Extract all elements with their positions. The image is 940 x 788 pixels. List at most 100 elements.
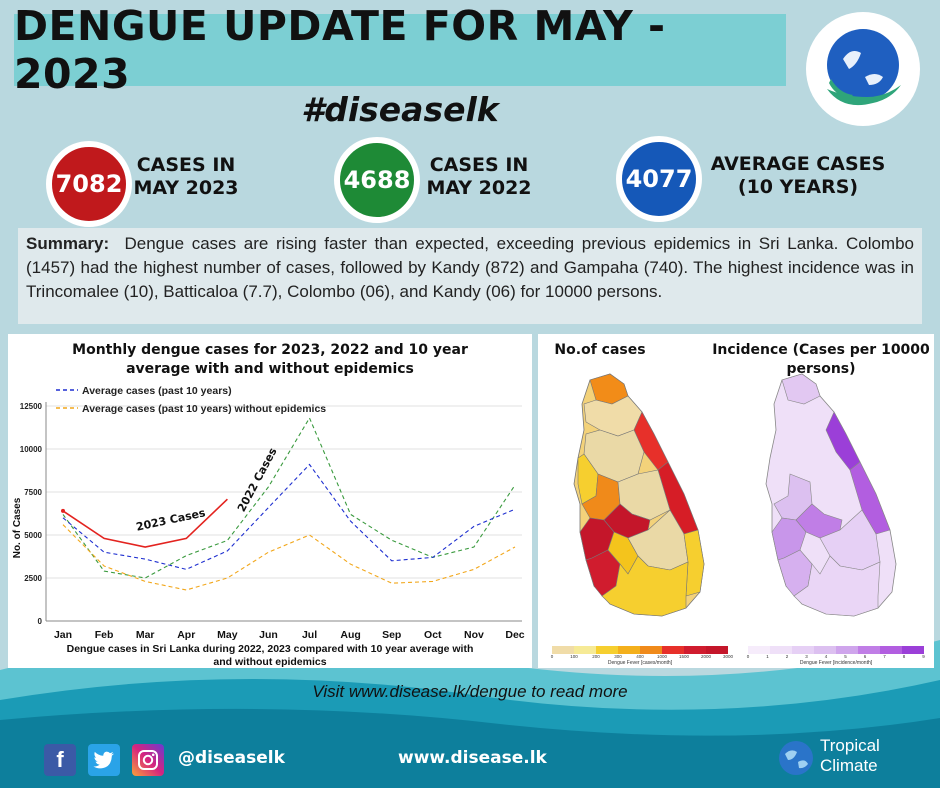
map-panel: No.of cases Incidence (Cases per 10000 p… [538, 334, 934, 668]
incidence-scale-label: Dengue Fever [incidence/month] [800, 660, 873, 666]
stat-label-line2: MAY 2023 [133, 177, 239, 199]
stat-label-2023: CASES IN MAY 2023 [128, 154, 244, 200]
incidence-tick: 0 [747, 654, 750, 659]
cases-tick: 1000 [657, 654, 668, 659]
cases-tick: 400 [636, 654, 644, 659]
footer-wave [0, 640, 940, 788]
stat-label-line1: AVERAGE CASES [710, 153, 886, 175]
map-title-incidence: Incidence (Cases per 10000 [712, 342, 930, 358]
y-tick-label: 12500 [20, 402, 43, 411]
series-point [61, 508, 65, 513]
chart-legend: Average cases (past 10 years) Average cas… [56, 385, 326, 415]
globe-icon [779, 741, 813, 775]
incidence-scale-ticks: 0 1 2 3 4 5 6 7 8 9 [747, 654, 926, 659]
chart-title: Monthly dengue cases for 2023, 2022 and … [72, 342, 468, 358]
map-title-cases: No.of cases [554, 342, 645, 358]
visit-link[interactable]: Visit www.disease.lk/dengue to read more [312, 682, 628, 701]
incidence-tick: 1 [766, 654, 769, 659]
incidence-tick: 3 [805, 654, 808, 659]
y-tick-label: 7500 [24, 488, 42, 497]
stat-label-line2: MAY 2022 [426, 177, 532, 199]
incidence-tick: 8 [903, 654, 906, 659]
y-tick-label: 5000 [24, 531, 42, 540]
instagram-icon[interactable] [132, 744, 164, 776]
line-chart: Monthly dengue cases for 2023, 2022 and … [12, 342, 525, 668]
cases-map [573, 373, 705, 617]
map-title-incidence: persons) [786, 361, 855, 377]
incidence-map [765, 373, 897, 617]
stat-label-average: AVERAGE CASES (10 YEARS) [708, 153, 888, 199]
social-handle[interactable]: @diseaselk [178, 748, 285, 768]
facebook-icon[interactable]: f [44, 744, 76, 776]
stat-circle-average: 4077 [616, 136, 702, 222]
title-banner: DENGUE UPDATE FOR MAY - 2023 [14, 2, 786, 98]
legend-label: Average cases (past 10 years) without ep… [82, 403, 326, 415]
cases-color-scale: Dengue Fever [cases/month] [552, 646, 728, 666]
chart-title: average with and without epidemics [126, 361, 414, 377]
x-tick-label: Aug [340, 629, 360, 641]
hashtag: #diseaselk [301, 90, 499, 129]
stat-label-line1: CASES IN [429, 154, 529, 176]
stat-value: 4688 [343, 166, 411, 194]
cases-tick: 0 [551, 654, 554, 659]
x-tick-label: Sep [382, 629, 401, 641]
cases-tick: 3000 [723, 654, 734, 659]
brand-name: Tropical Climate [820, 736, 880, 776]
cases-tick: 2000 [701, 654, 712, 659]
globe-hand-icon [827, 29, 901, 106]
cases-scale-ticks: 0 100 200 300 400 1000 1500 2000 3000 [551, 654, 734, 659]
x-tick-label: Mar [136, 629, 155, 641]
chart-caption: and without epidemics [213, 656, 326, 668]
legend-label: Average cases (past 10 years) [82, 385, 232, 397]
y-tick-label: 0 [38, 617, 43, 626]
cases-scale-label: Dengue Fever [cases/month] [608, 660, 673, 666]
incidence-tick: 6 [864, 654, 867, 659]
y-tick-label: 10000 [20, 445, 43, 454]
twitter-icon[interactable] [88, 744, 120, 776]
summary-text: Dengue cases are rising faster than expe… [26, 234, 914, 301]
incidence-tick: 5 [844, 654, 847, 659]
cases-tick: 1500 [679, 654, 690, 659]
incidence-tick: 9 [922, 654, 925, 659]
stat-circle-2022: 4688 [334, 137, 420, 223]
cases-tick: 100 [570, 654, 578, 659]
y-axis-label: No. of Cases [12, 497, 23, 558]
summary-box: Summary: Dengue cases are rising faster … [18, 228, 922, 324]
y-tick-label: 2500 [24, 574, 42, 583]
series-label-2022: 2022 Cases [235, 445, 280, 514]
brand-line2: Climate [820, 756, 878, 775]
x-tick-label: Apr [177, 629, 195, 641]
sri-lanka-maps: No.of cases Incidence (Cases per 10000 p… [551, 342, 930, 666]
x-tick-label: Dec [505, 629, 524, 641]
x-tick-label: May [217, 629, 238, 641]
cases-tick: 300 [614, 654, 622, 659]
chart-caption: Dengue cases in Sri Lanka during 2022, 2… [67, 643, 474, 655]
incidence-tick: 7 [883, 654, 886, 659]
x-tick-label: Jul [302, 629, 317, 641]
summary-label: Summary: [26, 234, 110, 253]
series-line [62, 463, 516, 570]
x-tick-label: Feb [95, 629, 114, 641]
stat-label-line2: (10 YEARS) [737, 176, 859, 198]
series-line [62, 498, 228, 548]
tropical-climate-logo: Tropical Climate [776, 734, 896, 780]
brand-line1: Tropical [820, 736, 880, 755]
x-tick-label: Jan [54, 629, 72, 641]
incidence-tick: 4 [825, 654, 828, 659]
stat-circle-2023: 7082 [46, 141, 132, 227]
website-link[interactable]: www.disease.lk [398, 748, 547, 768]
incidence-tick: 2 [786, 654, 789, 659]
page-title: DENGUE UPDATE FOR MAY - 2023 [14, 2, 666, 98]
stat-value: 7082 [55, 170, 123, 198]
stat-label-2022: CASES IN MAY 2022 [421, 154, 537, 200]
series-line [62, 416, 516, 579]
disease-lk-logo [806, 12, 920, 126]
x-tick-label: Oct [424, 629, 442, 641]
x-tick-label: Jun [259, 629, 278, 641]
cases-tick: 200 [592, 654, 600, 659]
chart-panel: Monthly dengue cases for 2023, 2022 and … [8, 334, 532, 668]
stat-value: 4077 [625, 165, 693, 193]
chart-grid: 0 2500 5000 7500 10000 12500 Jan Feb Mar Apr May Ju… [20, 402, 525, 641]
x-tick-label: Nov [464, 629, 484, 641]
